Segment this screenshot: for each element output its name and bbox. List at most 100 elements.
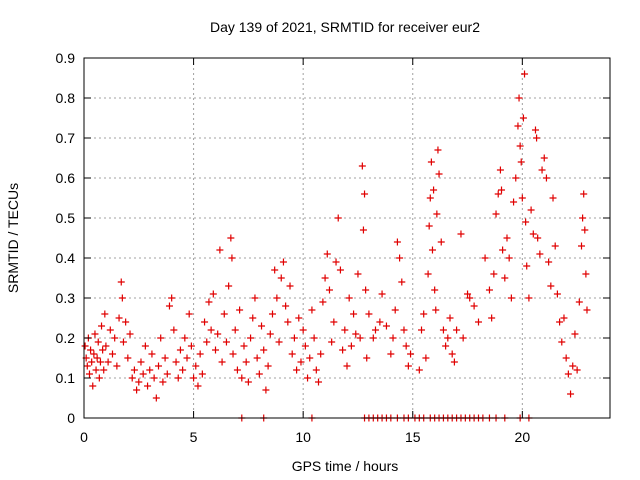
data-point <box>332 258 340 266</box>
data-point <box>531 126 539 134</box>
data-point <box>512 174 520 182</box>
data-point <box>295 314 303 322</box>
data-point <box>108 350 116 358</box>
data-point <box>569 362 577 370</box>
data-point <box>350 310 358 318</box>
data-point <box>209 290 217 298</box>
data-point <box>376 318 384 326</box>
data-point <box>238 374 246 382</box>
data-point <box>573 366 581 374</box>
data-point <box>538 166 546 174</box>
data-point <box>321 274 329 282</box>
data-point <box>514 122 522 130</box>
y-tick-label: 0.9 <box>56 50 76 66</box>
data-point <box>434 146 442 154</box>
data-point <box>475 318 482 326</box>
data-point <box>542 174 550 182</box>
data-point <box>233 366 241 374</box>
data-point <box>214 330 222 338</box>
data-point <box>501 274 509 282</box>
data-point <box>562 354 570 362</box>
x-tick-label: 0 <box>80 429 88 445</box>
data-point <box>119 338 127 346</box>
data-point <box>99 346 107 354</box>
data-point <box>437 238 445 246</box>
y-tick-label: 0.4 <box>56 250 76 266</box>
data-point <box>545 258 553 266</box>
data-point <box>96 358 104 366</box>
data-point <box>431 286 439 294</box>
data-point <box>133 386 141 394</box>
data-point <box>319 298 327 306</box>
data-point <box>290 334 298 342</box>
data-point <box>450 358 458 366</box>
x-tick-label: 15 <box>405 429 421 445</box>
data-point <box>181 334 189 342</box>
data-point <box>453 326 461 334</box>
data-point <box>118 294 126 302</box>
data-point <box>536 250 544 258</box>
data-point <box>90 350 98 358</box>
y-tick-label: 0 <box>67 410 75 426</box>
data-point <box>135 378 143 386</box>
data-point <box>522 218 530 226</box>
data-point <box>428 246 436 254</box>
data-point <box>94 338 102 346</box>
data-point <box>88 358 96 366</box>
data-point <box>187 342 195 350</box>
data-point <box>299 326 307 334</box>
data-point <box>229 350 237 358</box>
data-point <box>481 254 489 262</box>
data-point <box>179 366 187 374</box>
y-tick-label: 0.6 <box>56 170 76 186</box>
data-point <box>306 354 314 362</box>
data-point <box>148 350 156 358</box>
data-point <box>581 226 589 234</box>
data-point <box>391 306 399 314</box>
data-point <box>343 362 351 370</box>
data-point <box>101 310 109 318</box>
data-point <box>523 262 531 270</box>
data-point <box>253 354 261 362</box>
data-point <box>464 290 472 298</box>
data-point <box>266 330 274 338</box>
data-point <box>111 334 119 342</box>
x-tick-label: 5 <box>190 429 198 445</box>
data-point <box>363 354 371 362</box>
data-point <box>157 334 165 342</box>
data-point <box>425 222 433 230</box>
data-point <box>304 374 312 382</box>
data-point <box>113 362 121 370</box>
data-point <box>203 338 211 346</box>
data-point <box>582 270 590 278</box>
data-point <box>216 246 224 254</box>
data-point <box>323 250 331 258</box>
data-point <box>201 318 209 326</box>
data-point <box>534 234 542 242</box>
data-point <box>98 322 106 330</box>
data-point <box>194 382 202 390</box>
data-point <box>354 270 362 278</box>
data-point <box>529 230 537 238</box>
y-tick-label: 0.2 <box>56 330 76 346</box>
data-point <box>279 258 287 266</box>
data-point <box>567 390 575 398</box>
data-point <box>282 302 290 310</box>
data-point <box>492 210 500 218</box>
data-points <box>81 70 591 422</box>
data-point <box>249 314 257 322</box>
data-point <box>516 142 524 150</box>
data-point <box>312 366 320 374</box>
data-point <box>146 366 154 374</box>
data-point <box>345 294 353 302</box>
data-point <box>325 286 333 294</box>
data-point <box>378 290 386 298</box>
data-point <box>518 194 526 202</box>
data-point <box>365 310 373 318</box>
data-point <box>258 322 266 330</box>
data-point <box>174 374 182 382</box>
data-point <box>556 318 564 326</box>
data-point <box>128 374 136 382</box>
x-tick-label: 10 <box>295 429 311 445</box>
